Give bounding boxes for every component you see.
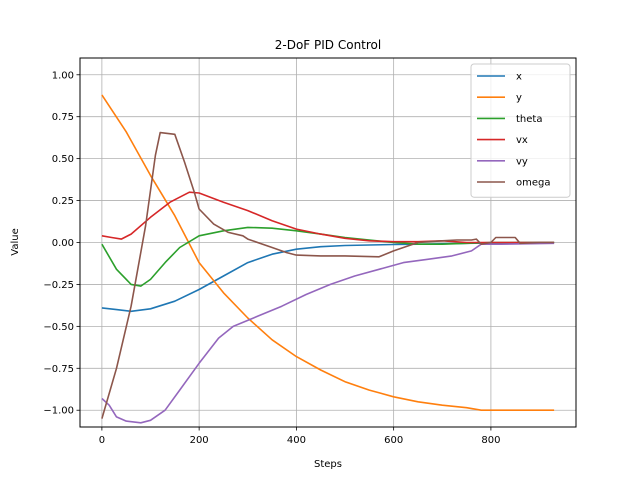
y-tick-label: 0.75 — [52, 112, 74, 123]
series-line-y — [101, 94, 555, 411]
y-tick-label: 0.25 — [52, 196, 74, 207]
y-tick-label: −0.50 — [43, 322, 74, 333]
legend-label-x: x — [516, 72, 522, 83]
chart-title: 2-DoF PID Control — [275, 38, 381, 52]
x-tick-label: 400 — [287, 435, 306, 446]
y-tick-label: 0.50 — [52, 154, 74, 165]
legend-label-y: y — [516, 93, 522, 104]
plot-lines — [101, 94, 555, 424]
series-line-omega — [101, 131, 555, 419]
x-tick-label: 200 — [190, 435, 209, 446]
y-tick-label: 1.00 — [52, 70, 74, 81]
legend: xy theta vx vy omega — [470, 63, 571, 198]
legend-label-vx: vx — [516, 135, 528, 146]
axis-ticks: 0 200 400 600 800 −1.00 −0.75 −0.50 −0.25 0.00 0.2… — [43, 70, 500, 446]
x-tick-label: 600 — [384, 435, 403, 446]
x-tick-label: 0 — [99, 435, 105, 446]
legend-label-omega: omega — [516, 178, 551, 189]
y-axis-label: Value — [10, 228, 21, 255]
x-axis-label: Steps — [314, 459, 342, 470]
legend-label-vy: vy — [516, 156, 528, 167]
series-line-vy — [101, 242, 555, 424]
series-line-vx — [101, 191, 555, 244]
y-tick-label: −1.00 — [43, 406, 74, 417]
series-group — [101, 94, 555, 424]
series-line-theta — [101, 226, 555, 287]
x-tick-label: 800 — [481, 435, 500, 446]
y-tick-label: 0.00 — [52, 238, 74, 249]
y-tick-label: −0.25 — [43, 280, 74, 291]
y-tick-label: −0.75 — [43, 364, 74, 375]
legend-label-theta: theta — [516, 114, 542, 125]
